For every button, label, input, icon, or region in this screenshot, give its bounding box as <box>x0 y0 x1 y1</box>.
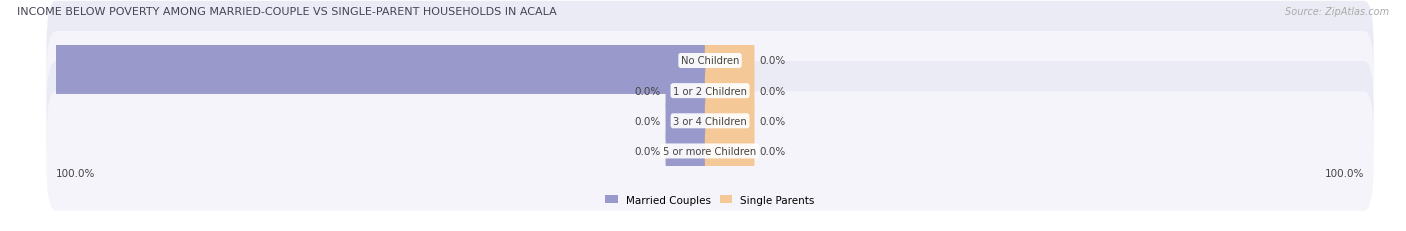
Text: 0.0%: 0.0% <box>759 146 786 156</box>
Text: 0.0%: 0.0% <box>759 86 786 96</box>
FancyBboxPatch shape <box>665 88 716 155</box>
FancyBboxPatch shape <box>704 58 755 125</box>
Text: 100.0%: 100.0% <box>3 56 46 66</box>
Text: Source: ZipAtlas.com: Source: ZipAtlas.com <box>1285 7 1389 17</box>
FancyBboxPatch shape <box>704 28 755 94</box>
Text: No Children: No Children <box>681 56 740 66</box>
FancyBboxPatch shape <box>665 58 716 125</box>
FancyBboxPatch shape <box>704 88 755 155</box>
Text: 0.0%: 0.0% <box>634 146 661 156</box>
FancyBboxPatch shape <box>46 2 1374 121</box>
Text: 0.0%: 0.0% <box>759 56 786 66</box>
FancyBboxPatch shape <box>46 62 1374 181</box>
Text: 0.0%: 0.0% <box>759 116 786 126</box>
FancyBboxPatch shape <box>51 28 716 94</box>
Text: 3 or 4 Children: 3 or 4 Children <box>673 116 747 126</box>
Text: 100.0%: 100.0% <box>1324 169 1364 179</box>
Text: 100.0%: 100.0% <box>56 169 96 179</box>
FancyBboxPatch shape <box>46 92 1374 211</box>
Text: INCOME BELOW POVERTY AMONG MARRIED-COUPLE VS SINGLE-PARENT HOUSEHOLDS IN ACALA: INCOME BELOW POVERTY AMONG MARRIED-COUPL… <box>17 7 557 17</box>
FancyBboxPatch shape <box>46 32 1374 151</box>
Text: 0.0%: 0.0% <box>634 86 661 96</box>
Legend: Married Couples, Single Parents: Married Couples, Single Parents <box>603 193 817 207</box>
FancyBboxPatch shape <box>704 118 755 185</box>
Text: 1 or 2 Children: 1 or 2 Children <box>673 86 747 96</box>
Text: 0.0%: 0.0% <box>634 116 661 126</box>
FancyBboxPatch shape <box>665 118 716 185</box>
Text: 5 or more Children: 5 or more Children <box>664 146 756 156</box>
